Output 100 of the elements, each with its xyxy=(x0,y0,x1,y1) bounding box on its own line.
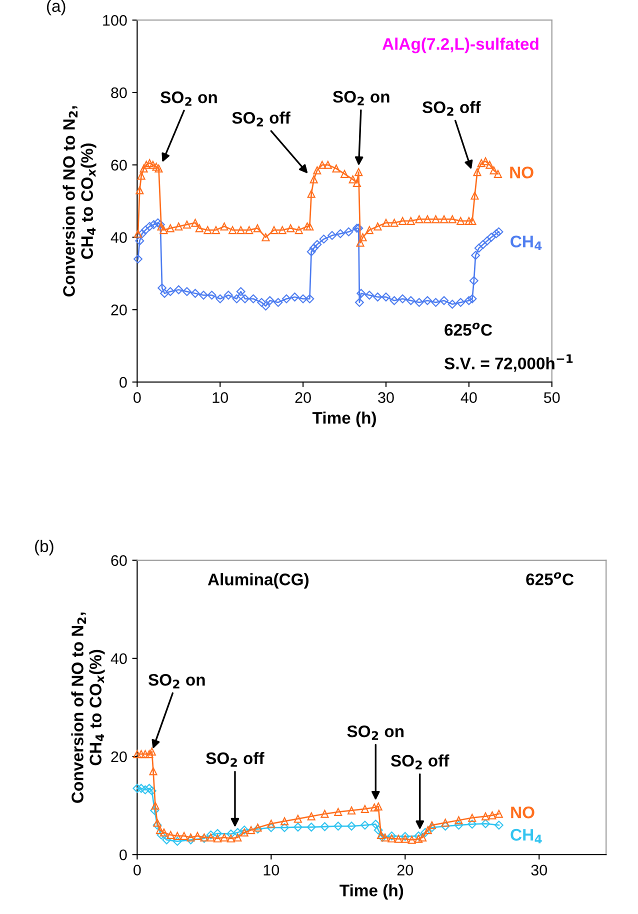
point xyxy=(414,831,424,840)
series-label: NO xyxy=(511,806,534,818)
point xyxy=(141,750,150,758)
point xyxy=(378,832,387,842)
point xyxy=(360,820,370,830)
series-label: NO xyxy=(510,166,534,178)
point xyxy=(348,806,356,814)
point xyxy=(148,748,156,756)
point xyxy=(394,834,402,843)
x-tick-label: 30 xyxy=(378,392,394,403)
point xyxy=(454,816,463,824)
point xyxy=(226,830,236,838)
point xyxy=(374,826,383,835)
point xyxy=(150,806,160,815)
point xyxy=(214,834,222,842)
point xyxy=(418,833,427,842)
point xyxy=(334,822,343,831)
point xyxy=(481,812,490,820)
point xyxy=(206,833,215,842)
point xyxy=(440,822,450,831)
annotation: SO$_{2}$ on xyxy=(332,90,390,106)
x-axis-title: Time (h) xyxy=(340,884,404,900)
point xyxy=(494,810,503,818)
y-tick-label: 40 xyxy=(110,232,127,243)
point xyxy=(234,833,242,842)
x-tick-label: 50 xyxy=(544,392,560,403)
point xyxy=(140,785,150,794)
point xyxy=(441,818,450,827)
x-tick-label: 30 xyxy=(531,864,548,876)
series-label: CH$_{4}$ xyxy=(510,828,542,844)
annotation: S.V. = 72,000h$^{−1}$ xyxy=(444,354,573,372)
point xyxy=(266,823,276,832)
point xyxy=(136,784,146,793)
point xyxy=(376,830,386,839)
point xyxy=(381,833,390,842)
x-tick-label: 20 xyxy=(295,392,311,403)
point xyxy=(144,784,154,793)
annotation: SO$_{2}$ on xyxy=(160,91,217,106)
point xyxy=(306,822,316,832)
point xyxy=(307,812,316,820)
point xyxy=(494,820,504,830)
text: Conversion of NO to N$_{2}$, CH$_{4}$ to CO$_{x}$(%) xyxy=(62,106,96,296)
annotation: 625$^{o}$C xyxy=(526,572,574,586)
x-tick-label: 0 xyxy=(134,864,141,876)
point xyxy=(481,819,490,828)
x-axis-title: Time (h) xyxy=(312,412,376,428)
point xyxy=(180,832,188,840)
point xyxy=(145,750,154,758)
point xyxy=(160,828,168,837)
y-tick-label: 40 xyxy=(110,653,127,664)
point xyxy=(213,829,222,838)
chart-title: (a) xyxy=(46,0,66,16)
point xyxy=(240,828,248,837)
point xyxy=(371,820,380,829)
point xyxy=(370,803,378,812)
point xyxy=(220,833,228,842)
point xyxy=(233,828,242,837)
y-tick-label: 100 xyxy=(103,14,127,26)
point xyxy=(400,832,410,841)
point xyxy=(132,784,142,793)
annotation: SO$_{2}$ off xyxy=(232,112,290,126)
point xyxy=(172,836,182,846)
point xyxy=(162,835,172,844)
point xyxy=(173,832,182,840)
point xyxy=(388,834,396,842)
chart-title: (b) xyxy=(35,540,54,556)
point xyxy=(427,823,436,832)
point xyxy=(206,830,216,840)
point xyxy=(193,832,202,840)
x-tick-label: 40 xyxy=(460,392,477,403)
text: Conversion of NO to N$_{2}$, CH$_{4}$ to CO$_{x}$(%) xyxy=(71,612,105,803)
point xyxy=(420,828,430,837)
point xyxy=(267,820,276,828)
point xyxy=(151,802,160,810)
point xyxy=(347,822,356,831)
x-tick-label: 10 xyxy=(264,864,280,876)
point xyxy=(293,822,302,832)
point xyxy=(147,786,156,796)
y-tick-label: 0 xyxy=(120,849,127,860)
point xyxy=(488,811,496,820)
point xyxy=(247,826,256,834)
point xyxy=(280,823,290,832)
point xyxy=(468,820,477,829)
point xyxy=(152,820,162,830)
point xyxy=(320,822,330,832)
y-tick-label: 0 xyxy=(120,376,127,388)
point xyxy=(408,836,416,844)
x-tick-label: 20 xyxy=(397,864,414,876)
point xyxy=(320,810,329,818)
text: AlAg(7.2,L)-sulfated xyxy=(382,38,538,54)
annotation: SO$_{2}$ on xyxy=(148,674,205,688)
y-tick-label: 80 xyxy=(111,87,127,98)
point xyxy=(360,804,369,813)
annotation: SO$_{2}$ on xyxy=(347,725,404,740)
annotation: SO$_{2}$ off xyxy=(422,100,481,116)
y-tick-label: 60 xyxy=(111,555,127,566)
x-tick-label: 10 xyxy=(212,392,228,403)
point xyxy=(166,830,175,839)
point xyxy=(149,767,158,776)
annotation: SO$_{2}$ off xyxy=(206,752,264,767)
